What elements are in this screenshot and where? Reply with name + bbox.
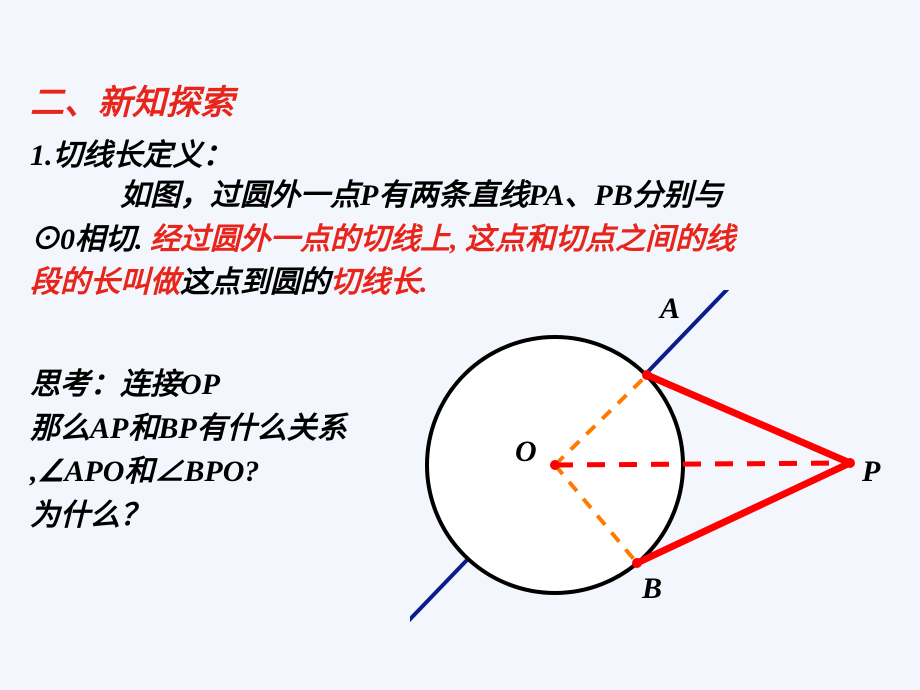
thinking-line-3: ,∠APO和∠BPO? bbox=[30, 450, 420, 494]
def-line3-black: 这点到圆的 bbox=[180, 266, 330, 299]
def-line3-red-a: 段的长叫做 bbox=[30, 266, 180, 299]
label-P: P bbox=[862, 455, 880, 489]
geometry-diagram: A B O P bbox=[410, 290, 910, 670]
slide-content: 二、新知探索 1.切线长定义： 如图，过圆外一点P有两条直线PA、PB分别与 ⊙… bbox=[30, 75, 890, 305]
definition-body: 如图，过圆外一点P有两条直线PA、PB分别与 ⊙0相切. 经过圆外一点的切线上,… bbox=[30, 174, 890, 305]
thinking-line-1: 思考：连接OP bbox=[30, 363, 420, 407]
label-A: A bbox=[660, 292, 680, 326]
diagram-svg bbox=[410, 290, 910, 670]
section-title: 二、新知探索 bbox=[30, 75, 890, 124]
thinking-block: 思考：连接OP 那么AP和BP有什么关系 ,∠APO和∠BPO? 为什么？ bbox=[30, 363, 420, 537]
definition-label: 1.切线长定义： bbox=[30, 130, 890, 174]
label-O: O bbox=[515, 435, 537, 469]
thinking-line-2: 那么AP和BP有什么关系 bbox=[30, 407, 420, 451]
thinking-line-4: 为什么？ bbox=[30, 494, 420, 538]
def-line1: 如图，过圆外一点P有两条直线PA、PB分别与 bbox=[30, 179, 723, 212]
label-B: B bbox=[642, 572, 662, 606]
def-line2-black: ⊙0相切. bbox=[30, 223, 150, 256]
def-line2-red: 经过圆外一点的切线上, 这点和切点之间的线 bbox=[150, 223, 735, 256]
